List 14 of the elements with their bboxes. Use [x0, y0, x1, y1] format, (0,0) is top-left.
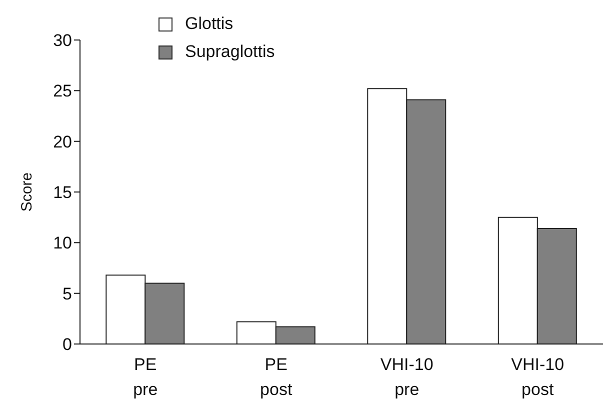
y-tick-label: 0: [62, 335, 72, 354]
x-tick-label: PE post: [260, 355, 292, 399]
y-tick-label: 10: [53, 234, 72, 253]
y-tick-label: 15: [53, 183, 72, 202]
x-tick-label: VHI-10 post: [511, 355, 564, 399]
y-tick-label: 30: [53, 31, 72, 50]
legend-label: Glottis: [185, 14, 234, 34]
y-axis-title: Score: [18, 172, 36, 212]
x-tick-label: PE pre: [133, 355, 158, 399]
y-tick-label: 20: [53, 132, 72, 152]
y-tick-label: 25: [53, 82, 72, 101]
legend-label: Supraglottis: [185, 42, 275, 62]
y-tick-label: 5: [62, 284, 72, 304]
x-tick-label: VHI-10 pre: [380, 355, 434, 399]
